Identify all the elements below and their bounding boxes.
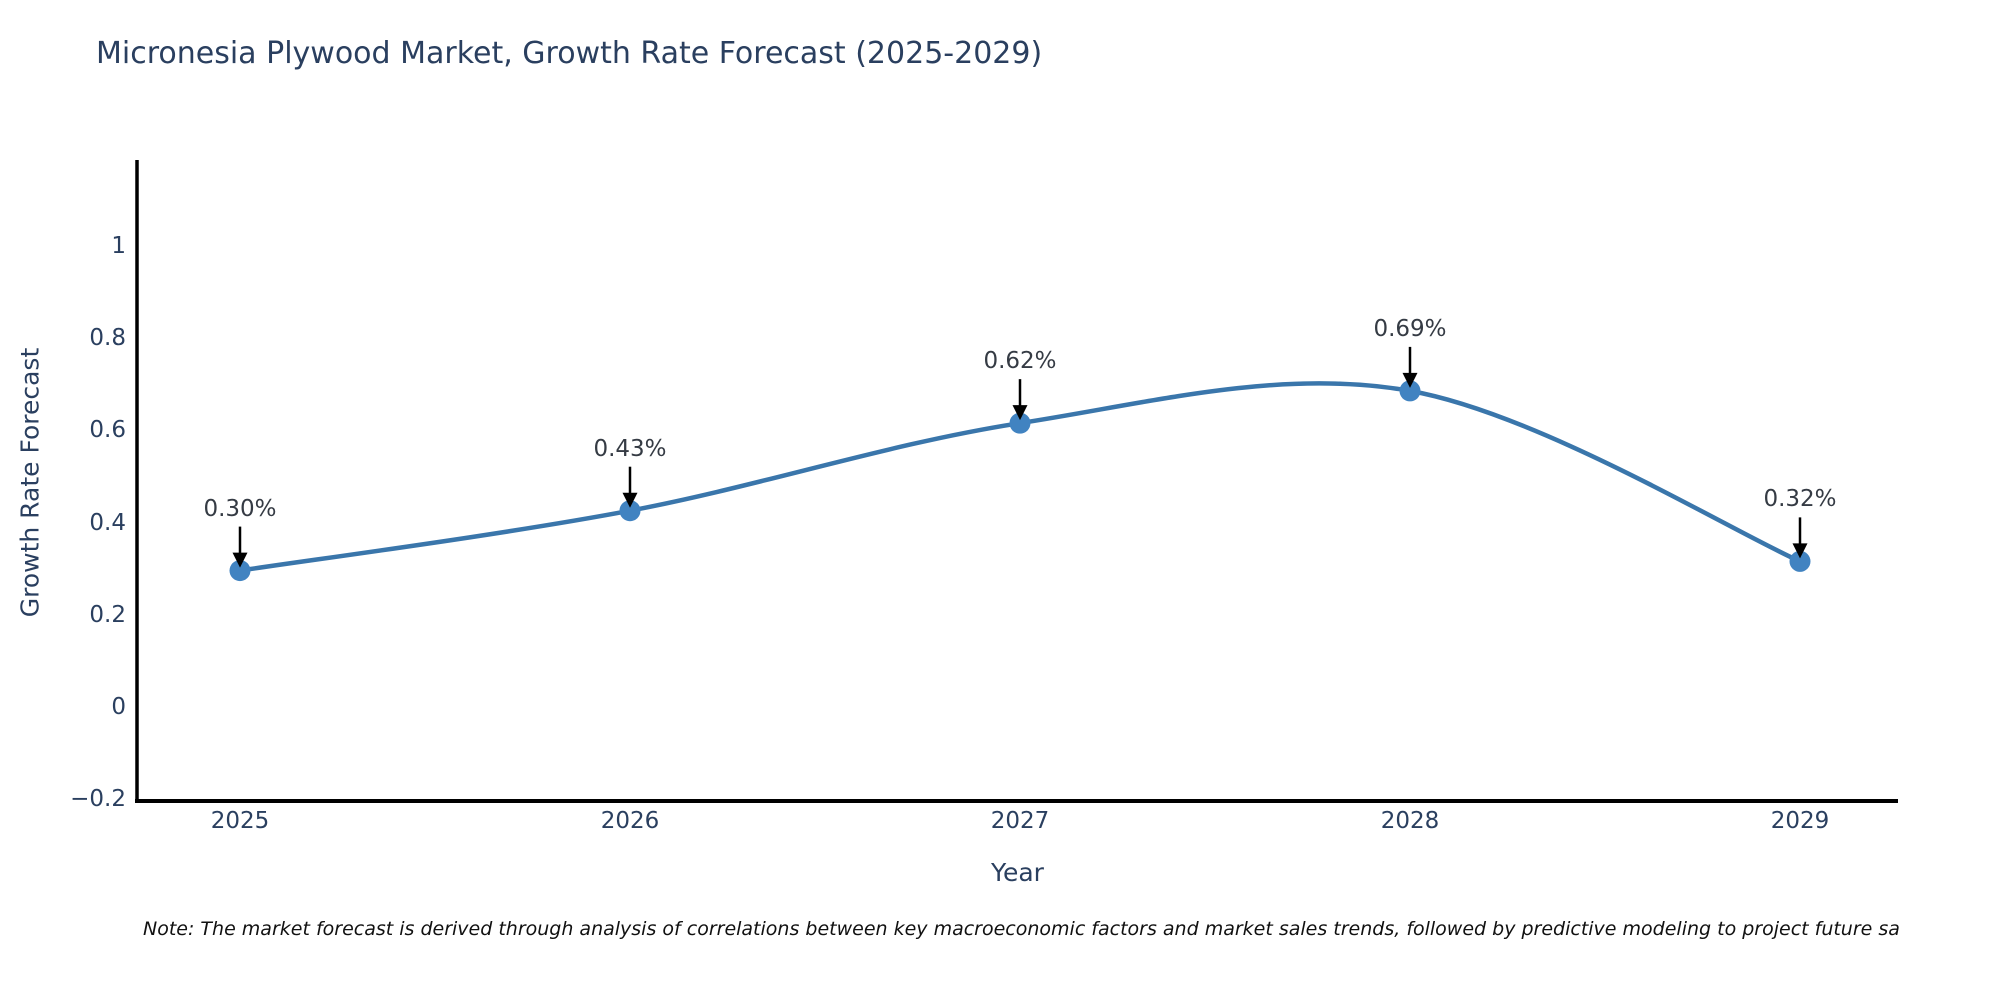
annotation-arrowhead-icon (232, 552, 248, 568)
x-tick-label: 2025 (210, 808, 270, 834)
y-tick-label: 0.6 (89, 417, 126, 444)
y-tick-label: 0.8 (89, 325, 126, 352)
data-point-label: 0.62% (983, 348, 1057, 375)
x-tick-label: 2027 (990, 808, 1050, 834)
annotation-arrowhead-icon (1402, 372, 1418, 388)
x-axis-title: Year (991, 858, 1044, 887)
chart-title: Micronesia Plywood Market, Growth Rate F… (96, 36, 1043, 71)
data-point-marker (1789, 550, 1811, 572)
data-point-marker (229, 560, 251, 582)
y-tick-label: 0.4 (89, 509, 126, 536)
data-point-label: 0.69% (1373, 315, 1447, 342)
annotation-arrowhead-icon (622, 492, 638, 508)
x-tick-label: 2026 (600, 808, 660, 834)
data-point-label: 0.32% (1763, 486, 1837, 513)
note-text: Note: The market forecast is derived thr… (143, 918, 1900, 940)
y-tick-label: −0.2 (70, 786, 126, 812)
x-tick-label: 2028 (1380, 808, 1440, 834)
data-point-marker (1009, 412, 1031, 434)
data-point-marker (619, 500, 641, 522)
y-tick-label: 0 (111, 693, 126, 720)
annotation-arrowhead-icon (1012, 405, 1028, 421)
data-point-marker (1399, 380, 1421, 402)
y-tick-label: 1 (111, 233, 126, 260)
x-tick-label: 2029 (1770, 808, 1830, 834)
data-point-label: 0.43% (593, 435, 667, 462)
data-point-label: 0.30% (203, 495, 277, 522)
annotation-arrowhead-icon (1792, 543, 1808, 559)
y-tick-label: 0.2 (89, 601, 126, 628)
